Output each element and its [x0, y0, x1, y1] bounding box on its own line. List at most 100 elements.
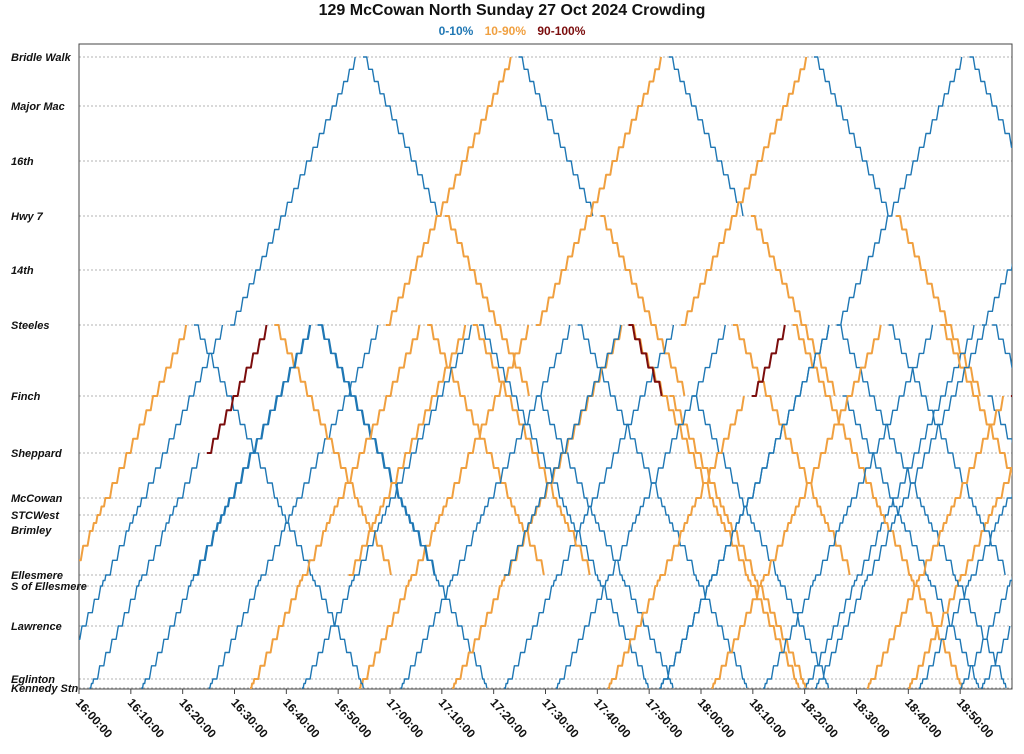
trip-18-segment [751, 324, 786, 397]
x-tick-label: 18:20:00 [798, 696, 841, 741]
trip-25-segment [960, 576, 1012, 689]
x-tick-label: 16:40:00 [280, 696, 323, 741]
trip-10-segment [317, 324, 488, 689]
trip-2-segment [358, 324, 530, 689]
trip-20-segment [888, 324, 1006, 576]
stop-label: 16th [11, 156, 34, 168]
x-tick-label: 17:40:00 [591, 696, 634, 741]
trip-14-segment [577, 324, 748, 689]
trip-8-segment [206, 324, 268, 454]
trip-5-segment [981, 262, 1012, 326]
stop-label: Ellesmere [11, 570, 63, 582]
trip-2-segment [750, 215, 836, 397]
x-tick-label: 17:50:00 [643, 696, 686, 741]
stop-label: Sheppard [11, 448, 62, 460]
trip-18-segment [607, 395, 745, 689]
trip-0-segment [230, 56, 356, 326]
stop-label: McCowan [11, 493, 63, 505]
trip-13-segment [472, 324, 591, 576]
trip-16-segment [504, 324, 622, 576]
x-tick-label: 17:10:00 [436, 696, 479, 741]
trip-1-segment [385, 56, 512, 326]
x-tick-label: 18:40:00 [902, 696, 945, 741]
x-tick-label: 17:00:00 [384, 696, 427, 741]
trip-19-segment [836, 324, 1007, 689]
trip-14-segment [400, 324, 571, 689]
stop-label: Hwy 7 [11, 211, 44, 223]
x-tick-label: 16:50:00 [332, 696, 375, 741]
trip-1-segment [600, 215, 686, 397]
plot-frame [78, 43, 1013, 690]
trip-10-segment [193, 324, 311, 576]
trip-12-segment [479, 324, 649, 689]
stop-label: Brimley [11, 525, 52, 537]
legend-item-low: 0-10% [438, 24, 474, 38]
trip-13-segment [348, 324, 467, 576]
trip-26-segment [980, 625, 1011, 689]
x-tick-label: 17:20:00 [487, 696, 530, 741]
stop-label: 14th [11, 265, 34, 277]
trip-16-segment [669, 395, 807, 689]
x-tick-label: 17:30:00 [539, 696, 582, 741]
stop-label: Lawrence [11, 621, 62, 633]
trip-17-segment [555, 324, 726, 689]
trip-1-segment [208, 324, 379, 689]
trip-11-segment [427, 324, 545, 576]
trip-23-segment [866, 395, 1005, 689]
trip-1-segment [518, 56, 594, 217]
trip-0-segment [536, 395, 674, 689]
chart-title: 129 McCowan North Sunday 27 Oct 2024 Cro… [318, 2, 706, 19]
trip-0-segment [79, 324, 224, 640]
trip-5-segment [804, 324, 975, 689]
stop-label: Steeles [11, 320, 50, 332]
legend: 0-10% 10-90% 90-100% [0, 24, 1024, 38]
trip-23-segment [1010, 395, 1012, 397]
x-tick-label: 16:20:00 [176, 696, 219, 741]
stop-label: Finch [11, 391, 41, 403]
stop-label: Eglinton [11, 674, 55, 686]
legend-item-mid: 10-90% [484, 24, 526, 38]
x-tick-label: 18:50:00 [954, 696, 997, 741]
stop-label: Major Mac [11, 101, 65, 113]
trip-16-segment [628, 324, 663, 397]
trip-17-segment [733, 324, 851, 576]
legend-item-high: 90-100% [537, 24, 586, 38]
stop-label: Kennedy Stn [11, 683, 79, 695]
x-tick-label: 18:30:00 [850, 696, 893, 741]
trip-lines [79, 56, 1012, 689]
x-tick-label: 18:10:00 [747, 696, 790, 741]
trip-2-segment [536, 56, 662, 326]
trip-21-segment [763, 324, 934, 689]
trip-7-segment [79, 324, 188, 562]
trip-12-segment [301, 324, 472, 689]
trip-3-segment [895, 215, 981, 397]
trip-4-segment [836, 56, 963, 326]
trip-11-segment [250, 324, 421, 689]
trip-2-segment [842, 395, 980, 689]
trip-20-segment [711, 324, 882, 689]
stop-label: Bridle Walk [11, 52, 72, 64]
trip-1-segment [692, 395, 830, 689]
stop-label: S of Ellesmere [11, 581, 87, 593]
trip-0-segment [363, 56, 438, 217]
trip-21-segment [940, 324, 1012, 477]
trip-22-segment [815, 324, 986, 689]
trip-0-segment [444, 215, 530, 397]
trip-4-segment [969, 56, 1012, 148]
trip-3-segment [504, 324, 675, 689]
trip-3-segment [813, 56, 889, 217]
trip-24-segment [918, 492, 1012, 689]
trip-6-segment [908, 467, 1012, 689]
trip-3-segment [987, 395, 1012, 444]
x-tick-label: 16:30:00 [228, 696, 271, 741]
trip-3-segment [681, 56, 808, 326]
x-tick-label: 18:00:00 [695, 696, 738, 741]
trip-2-segment [668, 56, 744, 217]
trip-19-segment [659, 324, 830, 689]
trip-7-segment [193, 324, 364, 689]
trip-18-segment [792, 324, 963, 689]
stop-label: STCWest [11, 510, 60, 522]
x-tick-label: 16:00:00 [73, 696, 116, 741]
trip-8-segment [89, 452, 200, 689]
